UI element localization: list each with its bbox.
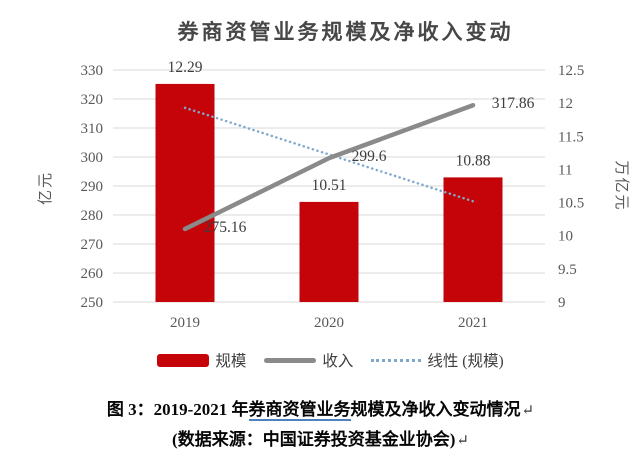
bar-2021 bbox=[443, 177, 503, 302]
line-value-label: 299.6 bbox=[352, 148, 387, 165]
legend-item-scale: 规模 bbox=[157, 349, 246, 371]
x-axis-tick: 2020 bbox=[314, 315, 344, 331]
left-axis-tick: 250 bbox=[81, 295, 104, 311]
bar-value-label: 10.88 bbox=[456, 152, 491, 169]
bar-2019 bbox=[155, 83, 215, 302]
line-swatch-icon bbox=[264, 357, 317, 363]
right-axis-tick: 10.5 bbox=[558, 196, 584, 212]
figure-source: (数据来源：中国证券投资基金业协会)↵ bbox=[0, 429, 641, 452]
right-axis-tick: 9.5 bbox=[558, 262, 577, 278]
right-axis-tick: 11.5 bbox=[558, 129, 584, 145]
figure-caption: 图 3：2019-2021 年券商资管业务规模及净收入变动情况↵ bbox=[0, 399, 641, 422]
left-axis-title: 亿元 bbox=[37, 171, 54, 205]
legend-item-trend: 线性 (规模) bbox=[371, 349, 504, 371]
right-axis-tick: 11 bbox=[558, 162, 572, 178]
right-axis-tick: 10 bbox=[558, 229, 573, 245]
paragraph-mark-icon: ↵ bbox=[456, 433, 469, 449]
legend-label-scale: 规模 bbox=[215, 353, 247, 370]
caption-suffix: 规模及净收入变动情况 bbox=[350, 400, 521, 419]
bar-swatch-icon bbox=[157, 353, 210, 367]
legend-item-income: 收入 bbox=[264, 349, 353, 371]
line-value-label: 317.86 bbox=[492, 95, 535, 112]
right-axis-title: 万亿元 bbox=[613, 160, 630, 211]
x-axis-tick: 2021 bbox=[458, 315, 488, 331]
right-axis-tick: 12.5 bbox=[558, 63, 584, 79]
left-axis-tick: 330 bbox=[81, 63, 104, 79]
left-axis-tick: 310 bbox=[81, 121, 104, 137]
left-axis-tick: 290 bbox=[81, 179, 104, 195]
legend-label-trend: 线性 (规模) bbox=[427, 353, 504, 370]
chart-canvas: 330 320 310 300 290 280 270 260 250 12.5 12 11.5 11 1… bbox=[37, 59, 630, 331]
bar-value-label: 10.51 bbox=[312, 177, 347, 194]
chart-title: 券商资管业务规模及净收入变动 bbox=[177, 20, 514, 44]
left-axis-tick: 280 bbox=[81, 208, 104, 224]
right-axis-tick: 9 bbox=[558, 295, 566, 311]
right-axis-tick: 12 bbox=[558, 96, 573, 112]
left-axis-tick: 260 bbox=[81, 266, 104, 282]
bar-value-label: 12.29 bbox=[168, 59, 203, 76]
legend-label-income: 收入 bbox=[322, 353, 354, 370]
x-axis-tick: 2019 bbox=[170, 315, 200, 331]
dotted-swatch-icon bbox=[371, 358, 422, 362]
paragraph-mark-icon: ↵ bbox=[521, 403, 535, 419]
caption-prefix: 图 3：2019-2021 年 bbox=[106, 400, 249, 419]
left-axis-tick: 300 bbox=[81, 150, 104, 166]
source-text: (数据来源：中国证券投资基金业协会) bbox=[172, 430, 456, 449]
income-line bbox=[182, 102, 476, 232]
bar-2020 bbox=[299, 201, 359, 302]
left-axis-tick: 270 bbox=[81, 237, 104, 253]
chart-legend: 规模 收入 线性 (规模) bbox=[10, 349, 641, 371]
left-axis-tick: 320 bbox=[81, 92, 104, 108]
line-value-label: 275.16 bbox=[204, 219, 247, 236]
caption-underlined-term: 券商资管业务 bbox=[248, 400, 351, 421]
